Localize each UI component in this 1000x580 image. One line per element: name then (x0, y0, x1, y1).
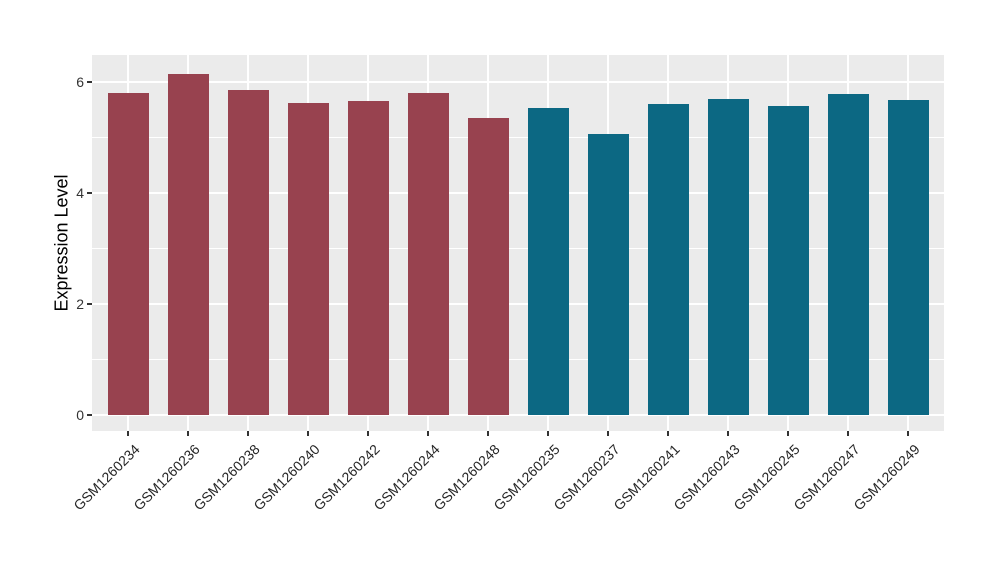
x-tick (427, 431, 429, 436)
x-tick (307, 431, 309, 436)
bar-GSM1260242 (347, 100, 389, 415)
bar-GSM1260234 (107, 93, 149, 415)
bar-GSM1260247 (827, 93, 869, 415)
y-gridline-minor (92, 137, 944, 138)
bar-GSM1260238 (227, 89, 269, 415)
y-tick (87, 81, 92, 83)
bar-GSM1260243 (707, 99, 749, 415)
x-tick (607, 431, 609, 436)
bar-GSM1260237 (587, 133, 629, 415)
x-tick (847, 431, 849, 436)
y-gridline-minor (92, 359, 944, 360)
x-tick (487, 431, 489, 436)
bar-GSM1260249 (887, 100, 929, 415)
y-tick (87, 414, 92, 416)
bar-GSM1260240 (287, 103, 329, 415)
y-tick (87, 192, 92, 194)
y-gridline-major (92, 414, 944, 416)
y-tick-label-2: 2 (76, 296, 84, 312)
x-tick (187, 431, 189, 436)
bar-GSM1260248 (467, 118, 509, 415)
x-tick (367, 431, 369, 436)
x-tick (727, 431, 729, 436)
y-gridline-major (92, 81, 944, 83)
bar-GSM1260244 (407, 93, 449, 415)
x-tick (787, 431, 789, 436)
y-tick-label-6: 6 (76, 74, 84, 90)
y-gridline-major (92, 303, 944, 305)
x-tick (127, 431, 129, 436)
y-tick (87, 303, 92, 305)
bar-GSM1260235 (527, 108, 569, 415)
x-tick (247, 431, 249, 436)
bar-GSM1260236 (167, 73, 209, 415)
y-gridline-major (92, 192, 944, 194)
plot-panel (92, 55, 944, 431)
x-tick (907, 431, 909, 436)
x-tick (667, 431, 669, 436)
bar-GSM1260245 (767, 106, 809, 415)
y-tick-label-4: 4 (76, 185, 84, 201)
x-tick (547, 431, 549, 436)
bar-GSM1260241 (647, 104, 689, 415)
y-tick-label-0: 0 (76, 407, 84, 423)
y-gridline-minor (92, 248, 944, 249)
